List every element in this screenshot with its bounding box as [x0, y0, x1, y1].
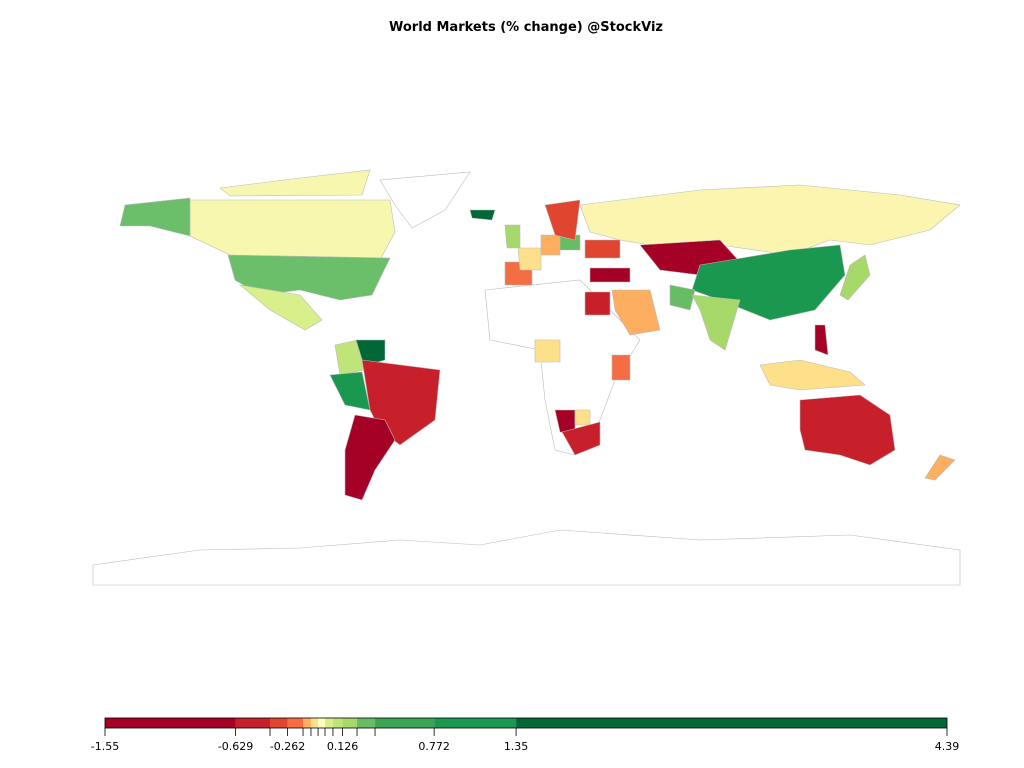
legend-tick-label: 0.772 [418, 740, 450, 753]
legend-segment [342, 718, 358, 728]
legend-segment [357, 718, 376, 728]
usa [227, 254, 391, 301]
legend-segment [516, 718, 947, 728]
botswana [574, 409, 591, 426]
egypt [584, 291, 611, 316]
mexico [238, 284, 323, 331]
legend-segment [235, 718, 270, 728]
legend-tick-label: -0.262 [270, 740, 305, 753]
venezuela [355, 339, 386, 367]
germany [540, 234, 561, 256]
legend-segment [105, 718, 236, 728]
south-africa [561, 421, 601, 456]
argentina-chile [344, 414, 396, 501]
philippines [814, 324, 829, 356]
legend-segment [332, 718, 343, 728]
new-zealand [924, 454, 956, 481]
iceland [469, 209, 496, 221]
color-legend: -1.55 -0.629 -0.262 0.126 0.772 1.35 4.39 [91, 717, 960, 753]
scandinavia [544, 199, 581, 241]
saudi-arabia [611, 289, 661, 336]
legend-tick-label: 0.126 [327, 740, 359, 753]
legend-segment [324, 718, 333, 728]
ukraine [584, 239, 621, 259]
legend-segment [303, 718, 311, 728]
legend-segment [318, 718, 325, 728]
legend-tick-label: 1.35 [504, 740, 529, 753]
legend-segment [434, 718, 517, 728]
legend-segment [269, 718, 288, 728]
legend-tick-label: -1.55 [91, 740, 119, 753]
uk [504, 224, 521, 249]
alaska [119, 197, 191, 237]
title: World Markets (% change) @StockViz [389, 20, 663, 35]
pakistan [669, 284, 696, 311]
legend-tick-label: -0.629 [218, 740, 253, 753]
kenya [611, 354, 631, 381]
indonesia [759, 359, 866, 391]
greenland [379, 171, 471, 229]
australia [799, 394, 896, 466]
canada-islands [219, 169, 371, 197]
turkey [589, 267, 631, 283]
peru [329, 371, 371, 411]
russia [579, 184, 961, 256]
france [517, 247, 542, 271]
india [691, 294, 741, 351]
legend-segment [375, 718, 435, 728]
world-map [92, 169, 961, 586]
legend-segment [287, 718, 304, 728]
antarctica [92, 529, 961, 586]
legend-tick-label: 4.39 [935, 740, 960, 753]
japan [839, 254, 871, 301]
canada [189, 199, 396, 263]
legend-frame [104, 717, 948, 729]
legend-segment [310, 718, 319, 728]
nigeria [534, 339, 561, 363]
